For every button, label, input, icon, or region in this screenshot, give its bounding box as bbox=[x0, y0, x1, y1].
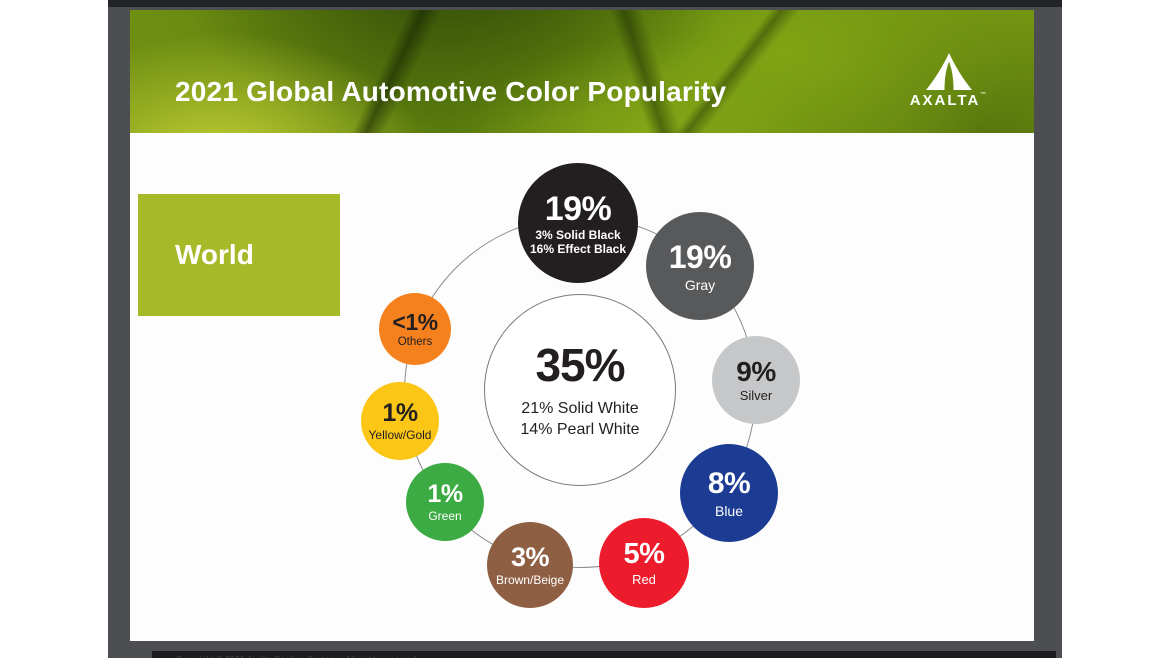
color-circle-gray: 19% Gray bbox=[646, 212, 754, 320]
circle-value: 5% bbox=[623, 538, 665, 571]
circle-label: Others bbox=[397, 336, 433, 349]
axalta-a-icon bbox=[926, 53, 972, 90]
center-circle-white: 35% 21% Solid White 14% Pearl White bbox=[484, 294, 676, 486]
circle-label: Yellow/Gold bbox=[368, 427, 432, 442]
center-breakdown-line: 14% Pearl White bbox=[520, 421, 640, 439]
color-circle-blue: 8% Blue bbox=[680, 444, 778, 542]
color-circle-others: <1% Others bbox=[379, 293, 451, 365]
circle-value: 19% bbox=[544, 189, 612, 228]
circle-value: 8% bbox=[707, 467, 751, 501]
slide-header: 2021 Global Automotive Color Popularity … bbox=[130, 10, 1034, 133]
axalta-logo: AXALTA™ bbox=[906, 53, 992, 109]
color-circle-silver: 9% Silver bbox=[712, 336, 800, 424]
circle-value: 1% bbox=[427, 480, 463, 509]
circle-label: Gray bbox=[684, 276, 716, 293]
viewer-top-strip bbox=[108, 0, 1062, 7]
color-popularity-chart: 19% 3% Solid Black 16% Effect Black 19% … bbox=[130, 133, 1034, 641]
color-circle-brown-beige: 3% Brown/Beige bbox=[487, 522, 573, 608]
region-label-box: World bbox=[138, 194, 340, 316]
circle-label: Silver bbox=[739, 388, 773, 404]
circle-breakdown-line: 3% Solid Black bbox=[535, 227, 621, 242]
circle-value: 3% bbox=[510, 542, 550, 573]
slide: 2021 Global Automotive Color Popularity … bbox=[130, 10, 1056, 658]
trademark-symbol: ™ bbox=[980, 92, 989, 98]
circle-value: 19% bbox=[668, 239, 732, 276]
circle-value: 9% bbox=[736, 355, 776, 387]
circle-breakdown-line: 16% Effect Black bbox=[529, 241, 627, 256]
circle-value: <1% bbox=[392, 308, 438, 335]
circle-value: 1% bbox=[382, 399, 418, 428]
presentation-viewer-panel: 2021 Global Automotive Color Popularity … bbox=[108, 0, 1062, 658]
color-circle-yellow-gold: 1% Yellow/Gold bbox=[361, 382, 439, 460]
color-circle-black: 19% 3% Solid Black 16% Effect Black bbox=[518, 163, 638, 283]
center-value: 35% bbox=[535, 338, 625, 391]
center-breakdown-line: 21% Solid White bbox=[521, 399, 639, 417]
circle-label: Green bbox=[428, 508, 462, 523]
axalta-logo-text: AXALTA™ bbox=[909, 92, 989, 109]
circle-label: Blue bbox=[714, 502, 744, 519]
page-title: 2021 Global Automotive Color Popularity bbox=[175, 76, 727, 107]
footer-fine-print: Copyright © 2021 Axalta Coating Systems.… bbox=[176, 655, 420, 658]
region-label: World bbox=[175, 239, 254, 270]
color-circle-red: 5% Red bbox=[599, 518, 689, 608]
color-circle-green: 1% Green bbox=[406, 463, 484, 541]
circle-label: Brown/Beige bbox=[495, 573, 565, 588]
footer-bar: Copyright © 2021 Axalta Coating Systems.… bbox=[152, 651, 1056, 658]
circle-label: Red bbox=[632, 571, 656, 587]
